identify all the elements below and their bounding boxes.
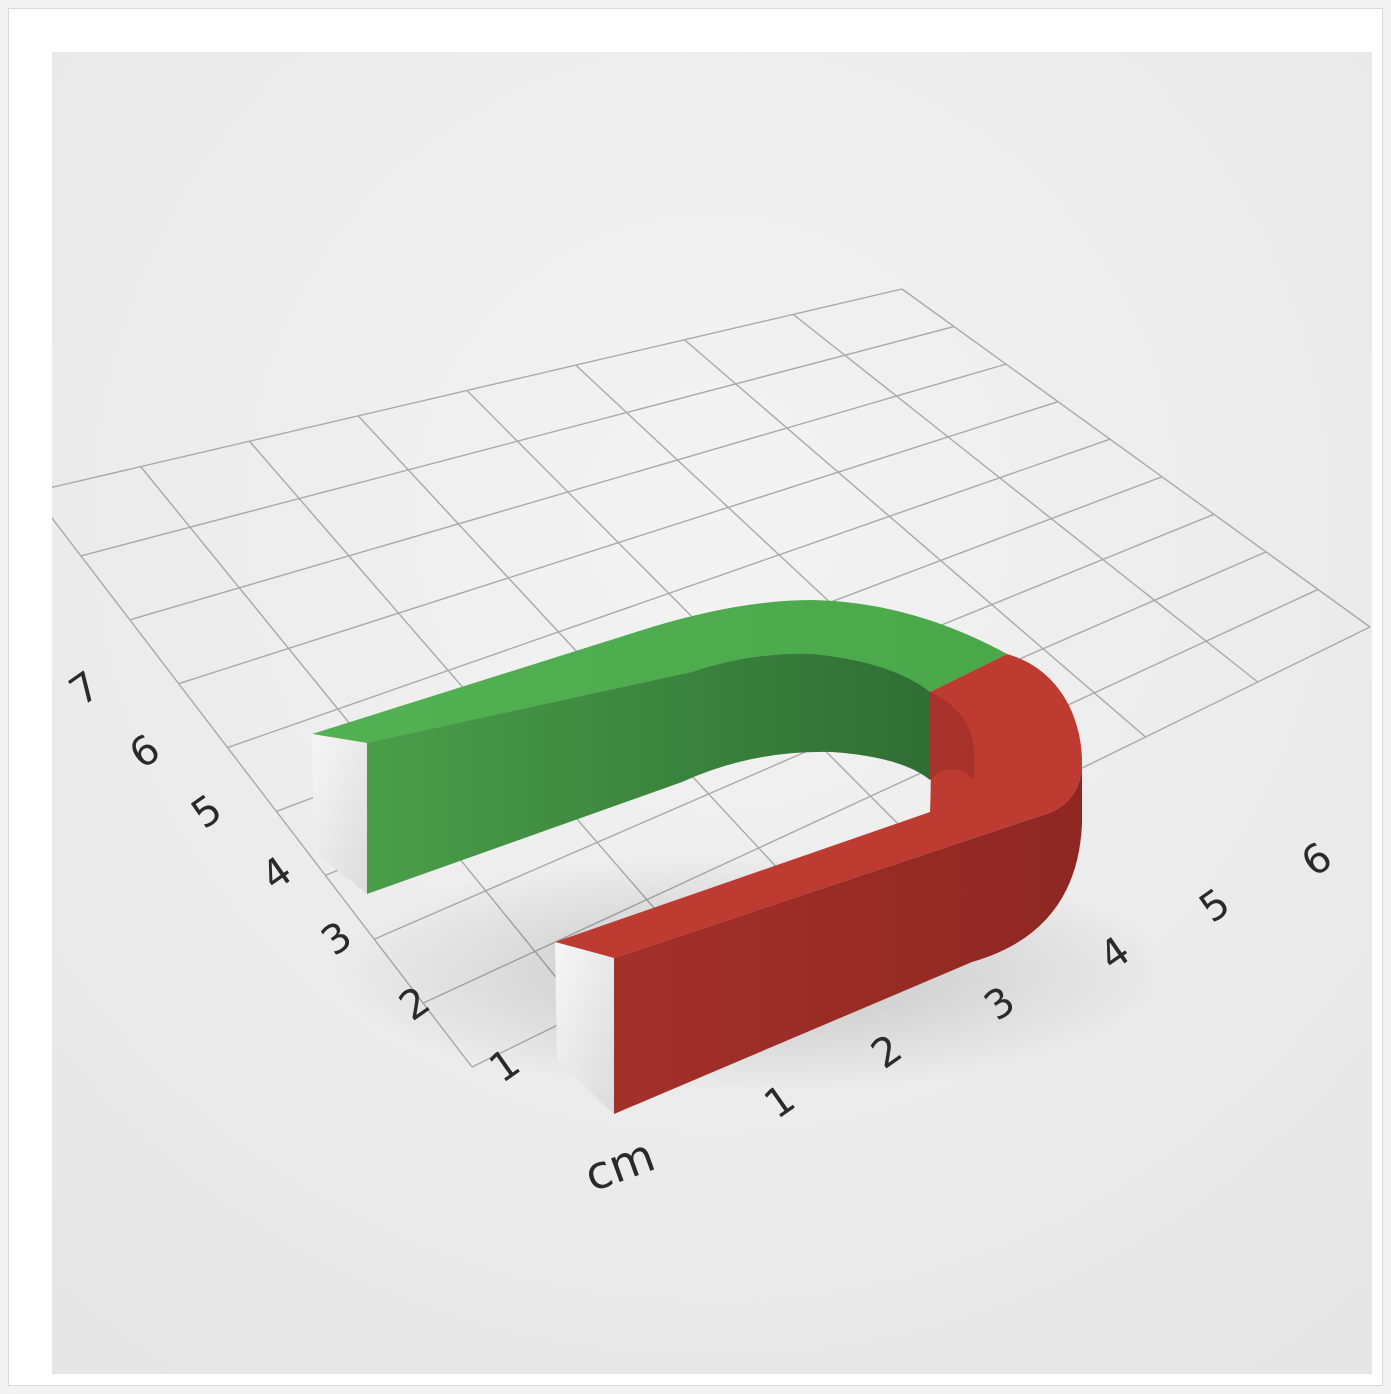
grid-line (901, 288, 1371, 628)
image-frame: 1 2 3 4 5 6 7 1 2 3 4 5 6 cm (8, 8, 1383, 1386)
red-inner-curve (930, 692, 974, 780)
red-limb-side (614, 762, 1082, 1114)
grid-line (684, 339, 1146, 738)
grid-line (129, 363, 1007, 621)
grid-line (80, 325, 955, 557)
grid-line (52, 288, 903, 489)
magnet-scene: 1 2 3 4 5 6 7 1 2 3 4 5 6 cm (52, 52, 1372, 1374)
grid-line (227, 438, 1111, 749)
grid-line (178, 401, 1059, 685)
red-pole-face (555, 942, 614, 1114)
render-canvas: 1 2 3 4 5 6 7 1 2 3 4 5 6 cm (52, 52, 1372, 1374)
green-limb-top (312, 600, 1007, 743)
green-pole-face (312, 734, 367, 894)
green-limb-side (367, 637, 931, 894)
grid-line (792, 313, 1259, 683)
